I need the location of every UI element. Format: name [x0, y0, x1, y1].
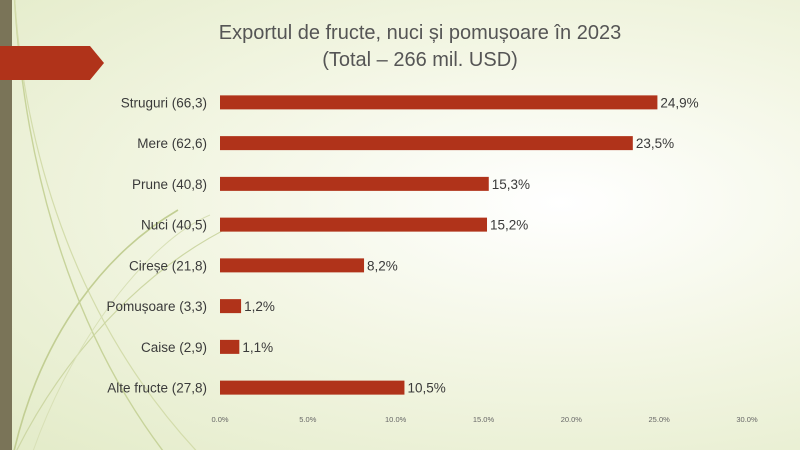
- data-label: 15,3%: [492, 177, 530, 192]
- bar: [220, 339, 240, 354]
- title-line-2: (Total – 266 mil. USD): [322, 49, 518, 71]
- data-label: 23,5%: [636, 136, 674, 151]
- data-label: 1,1%: [242, 340, 273, 355]
- decor-curve: [33, 214, 211, 450]
- category-label: Struguri (66,3): [121, 95, 207, 110]
- category-label: Nuci (40,5): [141, 218, 207, 233]
- x-tick-label: 30.0%: [736, 415, 758, 424]
- x-tick-label: 5.0%: [299, 415, 316, 424]
- decor-curve: [16, 223, 237, 450]
- category-label: Prune (40,8): [132, 177, 207, 192]
- x-tick-label: 0.0%: [211, 415, 228, 424]
- x-tick-label: 10.0%: [385, 415, 407, 424]
- bar: [220, 95, 658, 110]
- bar: [220, 176, 489, 191]
- category-label: Caise (2,9): [141, 340, 207, 355]
- bar: [220, 258, 365, 273]
- category-label: Cireșe (21,8): [129, 258, 207, 273]
- x-tick-label: 20.0%: [561, 415, 583, 424]
- category-label: Alte fructe (27,8): [107, 381, 207, 396]
- title-arrow-shape: [0, 46, 104, 80]
- side-strip: [0, 0, 12, 450]
- bar: [220, 380, 405, 395]
- data-label: 24,9%: [660, 95, 698, 110]
- x-tick-label: 25.0%: [649, 415, 671, 424]
- data-label: 15,2%: [490, 218, 528, 233]
- data-label: 1,2%: [244, 299, 275, 314]
- bar: [220, 299, 242, 314]
- bar: [220, 217, 488, 232]
- chart-title: Exportul de fructe, nuci și pomușoare în…: [120, 20, 720, 74]
- data-label: 10,5%: [407, 381, 445, 396]
- decor-curve: [13, 209, 179, 450]
- data-label: 8,2%: [367, 258, 398, 273]
- category-label: Pomușoare (3,3): [106, 299, 207, 314]
- category-label: Mere (62,6): [137, 136, 207, 151]
- x-tick-label: 15.0%: [473, 415, 495, 424]
- title-line-1: Exportul de fructe, nuci și pomușoare în…: [218, 22, 622, 44]
- bar: [220, 136, 633, 151]
